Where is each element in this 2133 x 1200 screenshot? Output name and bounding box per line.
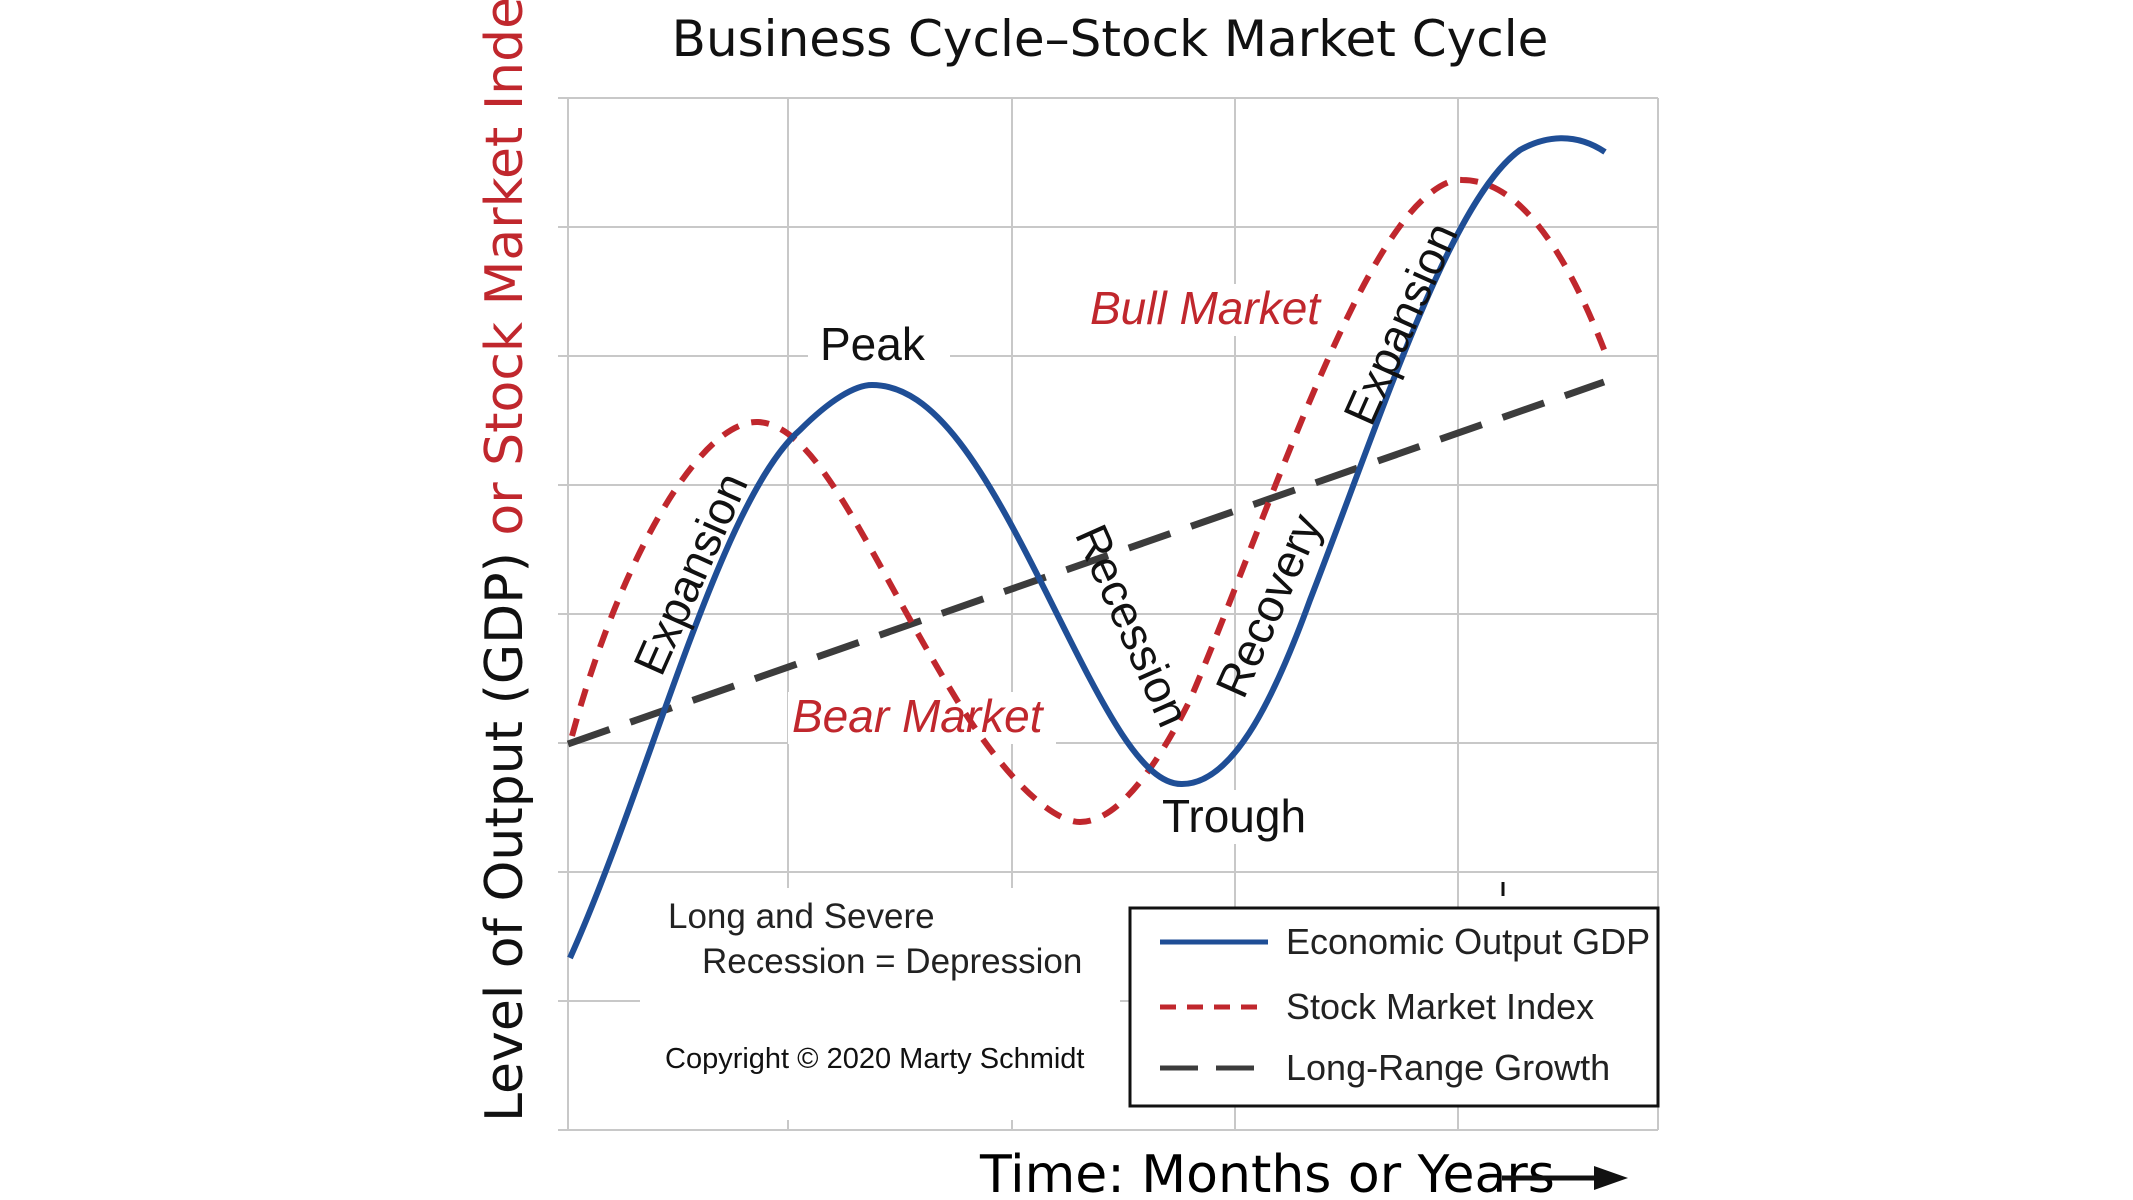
label-masks [640, 284, 1333, 1120]
x-axis-title: Time: Months or Years [979, 1145, 1555, 1200]
note-line-1: Long and Severe [668, 897, 935, 936]
y-axis-title-part2: or Stock Market Index [475, 0, 535, 552]
stock-market-curve [569, 176, 1608, 826]
y-axis-title-part1: Level of Output (GDP) [475, 552, 535, 1122]
diagram-title: Business Cycle–Stock Market Cycle [672, 10, 1549, 68]
growth-trend-line [566, 378, 1606, 748]
peak-mask [808, 318, 950, 372]
legend-label-gdp: Economic Output GDP [1286, 921, 1650, 962]
legend-label-stock: Stock Market Index [1286, 986, 1594, 1027]
gdp-curve [567, 135, 1607, 960]
bear-market-label: Bear Market [792, 690, 1045, 742]
trough-mask [1155, 790, 1315, 844]
recovery-label: Recovery [1205, 506, 1332, 705]
y-axis-title: Level of Output (GDP) or Stock Market In… [475, 0, 535, 1122]
note-mask [640, 888, 1120, 1120]
legend: Economic Output GDP Stock Market Index L… [1128, 906, 1660, 1108]
copyright-text: Copyright © 2020 Marty Schmidt [665, 1043, 1084, 1075]
bear-mask [788, 692, 1056, 744]
peak-label: Peak [820, 318, 926, 370]
bull-market-label: Bull Market [1090, 282, 1322, 334]
expansion-label-2: Expansion [1333, 215, 1468, 432]
expansion-label-1: Expansion [623, 465, 758, 682]
trough-label: Trough [1162, 790, 1306, 842]
note-line-2: Recession = Depression [702, 942, 1082, 981]
x-axis-arrow-icon [1502, 1166, 1628, 1190]
bull-mask [1085, 284, 1333, 336]
legend-label-growth: Long-Range Growth [1286, 1047, 1610, 1088]
